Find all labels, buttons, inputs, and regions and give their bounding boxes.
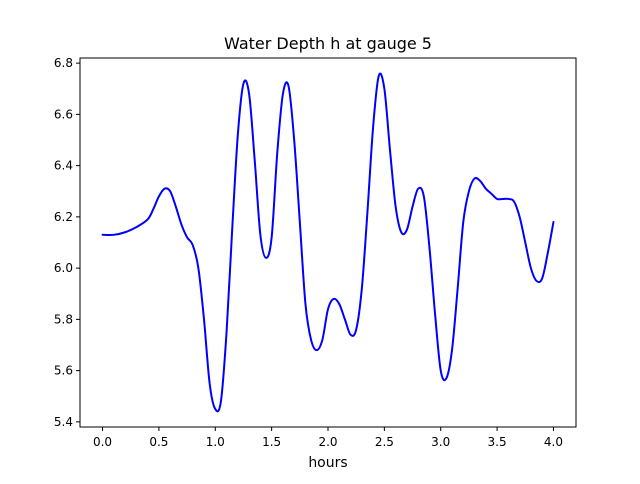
x-axis-ticks: 0.0 0.5 1.0 1.5 2.0 2.5 3.0 3.5 4.0 [93, 427, 563, 449]
x-tick-label: 3.0 [431, 435, 450, 449]
x-tick-label: 1.5 [262, 435, 281, 449]
water-depth-line [101, 72, 555, 413]
x-tick-label: 4.0 [544, 435, 563, 449]
y-tick-label: 5.6 [54, 364, 73, 378]
y-tick-label: 6.4 [54, 159, 73, 173]
y-tick-label: 6.6 [54, 107, 73, 121]
y-tick-label: 6.0 [54, 261, 73, 275]
x-tick-label: 0.5 [149, 435, 168, 449]
x-axis-label: hours [308, 455, 347, 471]
y-tick-label: 5.8 [54, 312, 73, 326]
chart-title: Water Depth h at gauge 5 [224, 34, 432, 53]
x-tick-label: 2.0 [318, 435, 337, 449]
y-axis-ticks: 5.4 5.6 5.8 6.0 6.2 6.4 6.6 6.8 [54, 56, 80, 429]
x-tick-label: 1.0 [206, 435, 225, 449]
x-tick-label: 0.0 [93, 435, 112, 449]
y-tick-label: 5.4 [54, 415, 73, 429]
y-tick-label: 6.2 [54, 210, 73, 224]
x-tick-label: 3.5 [488, 435, 507, 449]
y-tick-label: 6.8 [54, 56, 73, 70]
x-tick-label: 2.5 [375, 435, 394, 449]
